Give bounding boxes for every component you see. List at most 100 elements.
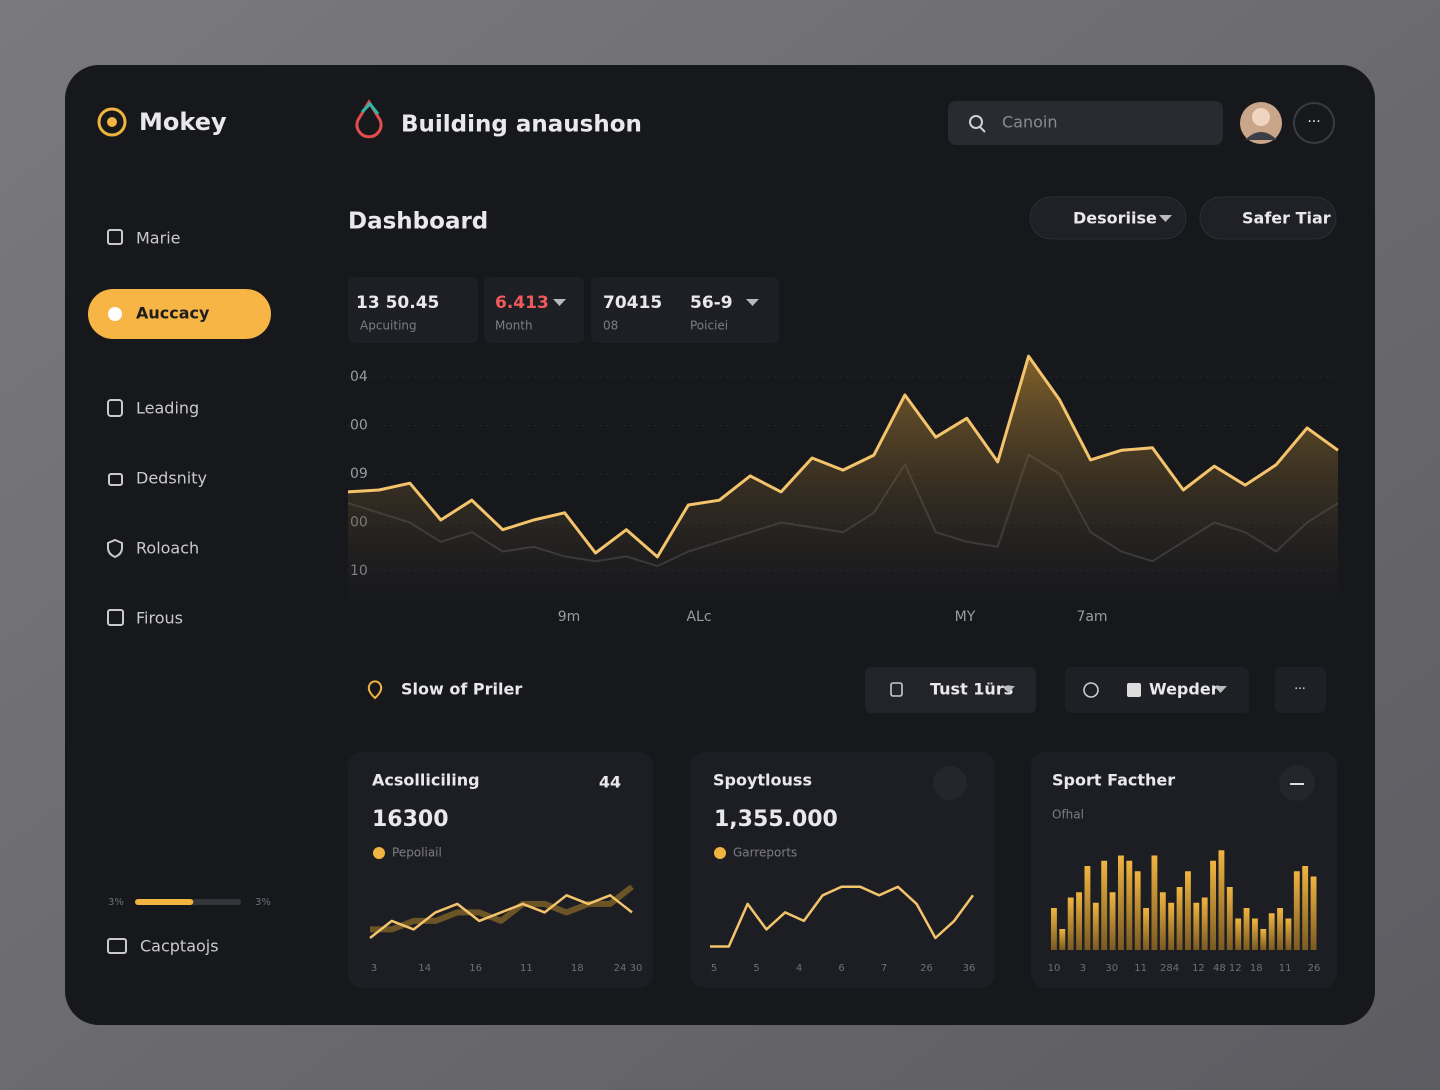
- x-tick-label: 18: [571, 963, 584, 974]
- nav: Marie Auccacy Leading Dedsnity Roloach F…: [107, 229, 210, 628]
- bar: [1092, 902, 1099, 950]
- y-tick-label: 09: [350, 466, 368, 482]
- bar: [1159, 892, 1166, 950]
- x-tick-label: 48 12: [1213, 963, 1242, 974]
- x-tick-label: 5: [753, 963, 759, 974]
- x-tick-label: 7am: [1076, 609, 1107, 625]
- dashboard-title: Dashboard: [348, 209, 488, 235]
- brand: Mokey: [139, 108, 227, 136]
- card-subtitle: Ofhal: [1052, 808, 1084, 822]
- bar: [1252, 918, 1258, 950]
- x-tick-label: 36: [963, 963, 976, 974]
- x-tick-label: 7: [881, 963, 887, 974]
- more-button[interactable]: [1293, 102, 1335, 144]
- footer-nav[interactable]: Cacptaojs: [140, 937, 219, 956]
- header-logo-accent: [360, 101, 380, 115]
- bar: [1118, 855, 1124, 950]
- x-tick-label: 284: [1160, 963, 1179, 974]
- avatar-face: [1252, 108, 1270, 126]
- area: [348, 356, 1338, 600]
- x-tick-label: 11: [1134, 963, 1147, 974]
- bar: [1084, 866, 1091, 950]
- nav-icon: [107, 399, 123, 417]
- bar: [1185, 871, 1191, 950]
- bar: [1168, 902, 1175, 950]
- dashboard-button[interactable]: [1199, 196, 1337, 240]
- x-tick-label: 10: [1048, 963, 1061, 974]
- nav-item[interactable]: Roloach: [136, 539, 199, 558]
- section-button[interactable]: [1065, 667, 1249, 713]
- bar: [1193, 902, 1200, 950]
- bar: [1143, 908, 1149, 950]
- x-tick-label: 14: [418, 963, 431, 974]
- bar: [1051, 908, 1057, 950]
- stat-label: Poiciei: [690, 319, 728, 333]
- footer-nav-icon: [107, 938, 127, 954]
- section-icon: [367, 680, 383, 700]
- x-tick-label: 24 30: [614, 963, 643, 974]
- bar: [1126, 860, 1133, 950]
- bar: [1059, 929, 1066, 950]
- stat-label: Month: [495, 319, 533, 333]
- bar: [1109, 892, 1116, 950]
- bar: [1243, 908, 1250, 950]
- nav-item[interactable]: Firous: [136, 609, 183, 628]
- brand-logo-dot: [107, 117, 117, 127]
- bar: [1218, 850, 1225, 950]
- button-icon: [1127, 683, 1141, 697]
- dashboard-button-label: Desoriise: [1073, 209, 1157, 228]
- search-placeholder: Canoin: [1002, 113, 1058, 132]
- dashboard-button-label: Safer Tiar: [1242, 209, 1331, 228]
- x-tick-label: 30: [1105, 963, 1118, 974]
- x-tick-label: 26: [1308, 963, 1321, 974]
- x-tick-label: ALc: [686, 609, 711, 625]
- x-tick-label: 11: [1279, 963, 1292, 974]
- bar: [1268, 913, 1275, 950]
- card-badge: 44: [599, 773, 621, 792]
- card-icon-button[interactable]: [933, 766, 967, 800]
- nav-active-pill[interactable]: [88, 289, 271, 339]
- x-tick-label: 3: [1080, 963, 1086, 974]
- search-icon: [969, 115, 983, 129]
- search-box[interactable]: [948, 101, 1223, 145]
- dashboard-button[interactable]: [1029, 196, 1187, 240]
- nav-item[interactable]: Marie: [136, 229, 180, 248]
- section-button-label: Tust 1ürs: [930, 680, 1013, 699]
- card-value: 1,355.000: [714, 807, 838, 832]
- nav-icon: [108, 473, 123, 486]
- stat-label: 08: [603, 319, 618, 333]
- nav-icon: [107, 229, 123, 245]
- more-dots: ···: [1307, 114, 1320, 130]
- stat-value: 70415: [603, 293, 662, 313]
- bar: [1151, 855, 1158, 950]
- line: [347, 354, 1339, 559]
- bar: [1310, 876, 1317, 950]
- dropdown-caret: [1159, 215, 1172, 222]
- legend-dot: [714, 847, 726, 859]
- bar: [1277, 908, 1283, 950]
- section-button[interactable]: [865, 667, 1036, 713]
- section-title: Slow of Priler: [401, 680, 522, 699]
- bar: [1210, 860, 1216, 950]
- bar: [1076, 892, 1082, 950]
- dropdown-caret: [1002, 686, 1015, 693]
- nav-item[interactable]: Dedsnity: [136, 469, 207, 488]
- nav-icon: [107, 538, 123, 559]
- y-tick-label: 00: [350, 418, 368, 434]
- bar: [1260, 929, 1267, 950]
- header-title: Building anaushon: [401, 112, 642, 138]
- main-chart: 04000900109mALcMY7am: [347, 354, 1339, 625]
- progress-right-label: 3%: [255, 897, 271, 908]
- stat-tile: [348, 277, 478, 343]
- x-tick-label: 4: [796, 963, 802, 974]
- x-tick-label: 5: [711, 963, 717, 974]
- line: [369, 894, 633, 939]
- bar: [1201, 897, 1208, 950]
- nav-item[interactable]: Auccacy: [136, 304, 210, 323]
- bar: [1067, 897, 1074, 950]
- dropdown-caret: [553, 299, 566, 306]
- button-icon: [1083, 682, 1099, 698]
- section-more[interactable]: [1275, 667, 1326, 713]
- nav-item[interactable]: Leading: [136, 399, 199, 418]
